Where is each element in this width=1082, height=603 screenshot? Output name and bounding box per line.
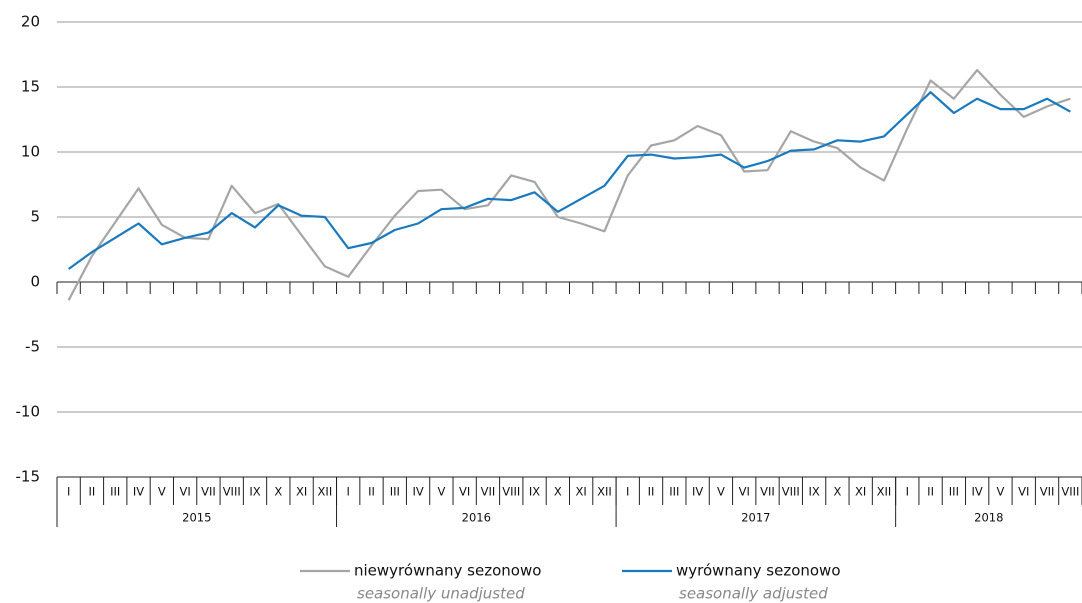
x-tick-label: IV [692,485,703,499]
x-tick-label: I [626,485,629,499]
x-tick-label: VIII [782,485,800,499]
x-tick-label: VI [739,485,750,499]
legend-label: niewyrównany sezonowo [354,562,541,580]
x-tick-label: VI [179,485,190,499]
x-tick-label: IV [412,485,423,499]
x-tick-label: III [669,485,679,499]
x-tick-label: IX [808,485,819,499]
y-tick-label: 15 [21,78,40,96]
x-tick-label: IV [133,485,144,499]
x-tick-label: XII [597,485,612,499]
x-tick-label: VII [1040,485,1055,499]
x-tick-label: III [110,485,120,499]
x-tick-label: III [390,485,400,499]
x-tick-label: II [927,485,934,499]
x-tick-label: I [906,485,909,499]
x-tick-label: VI [1018,485,1029,499]
x-tick-label: X [554,485,562,499]
x-tick-label: XII [318,485,333,499]
x-tick-label: V [717,485,725,499]
x-tick-label: XI [855,485,866,499]
x-tick-label: V [997,485,1005,499]
x-tick-label: II [89,485,96,499]
series-line [68,91,1071,270]
x-tick-label: II [368,485,375,499]
x-tick-label: VI [459,485,470,499]
x-tick-label: I [67,485,70,499]
x-tick-label: IV [972,485,983,499]
x-tick-label: V [158,485,166,499]
x-tick-label: I [346,485,349,499]
x-tick-label: XII [877,485,892,499]
series-line [67,69,1071,301]
y-tick-label: 10 [21,143,40,161]
x-tick-label: VII [481,485,496,499]
year-label: 2015 [182,511,211,525]
x-tick-label: V [437,485,445,499]
x-tick-label: II [648,485,655,499]
x-tick-label: XI [576,485,587,499]
x-tick-label: X [833,485,841,499]
x-tick-label: VIII [223,485,241,499]
x-tick-label: VIII [502,485,520,499]
y-tick-label: 20 [21,13,40,31]
legend-label: wyrównany sezonowo [676,562,841,580]
legend-label-en: seasonally adjusted [679,585,828,603]
y-tick-label: -10 [16,403,41,421]
x-tick-label: IX [529,485,540,499]
x-tick-label: XI [296,485,307,499]
y-tick-label: 5 [30,208,40,226]
legend-label-en: seasonally unadjusted [357,585,525,603]
y-tick-label: -5 [25,338,40,356]
x-tick-label: VII [201,485,216,499]
x-tick-label: VIII [1061,485,1079,499]
x-tick-label: X [274,485,282,499]
x-tick-label: VII [760,485,775,499]
y-tick-label: -15 [16,468,41,486]
year-label: 2016 [462,511,491,525]
x-tick-label: III [949,485,959,499]
year-label: 2018 [974,511,1003,525]
y-tick-label: 0 [30,273,40,291]
year-label: 2017 [741,511,770,525]
x-tick-label: IX [249,485,260,499]
